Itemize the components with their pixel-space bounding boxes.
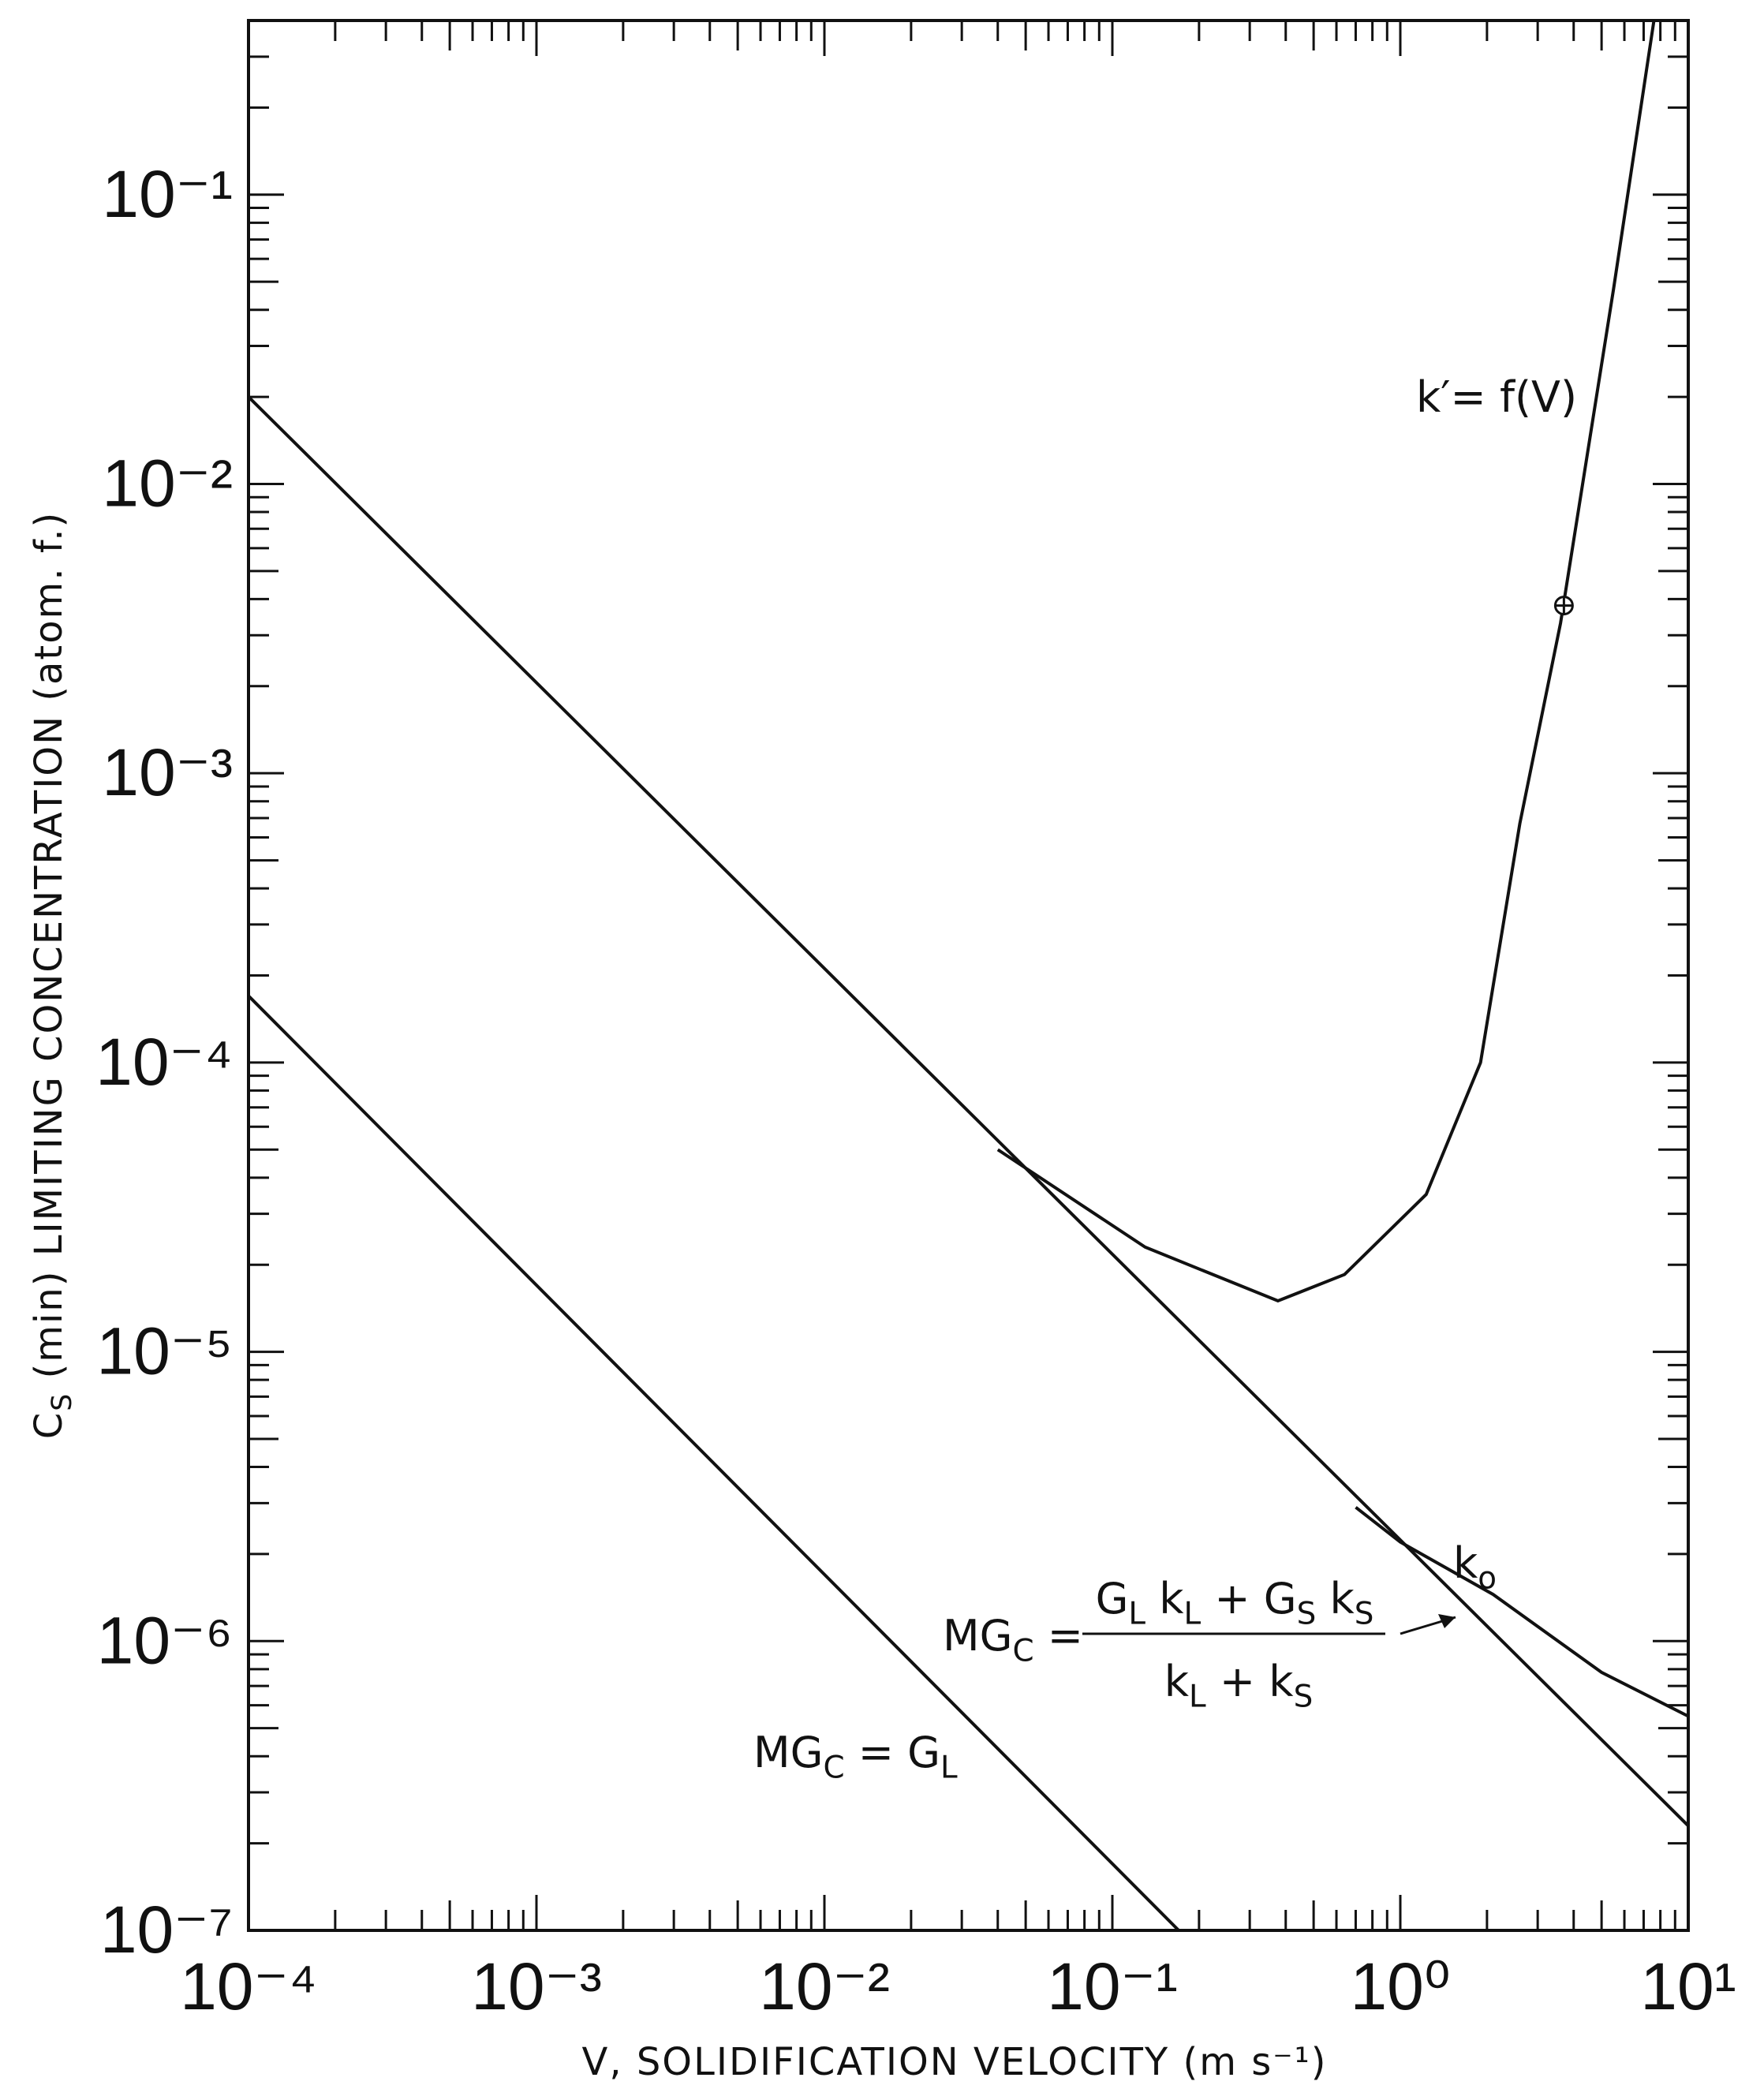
text-part: MG	[943, 1611, 1012, 1661]
line	[1355, 1506, 1689, 1718]
x-tick-label: 10⁰	[1350, 1949, 1450, 2023]
text-part: S	[47, 1392, 78, 1411]
arrow-head	[1438, 1614, 1456, 1628]
y-tick-label: 10⁻¹	[102, 157, 233, 231]
annotation: MGC = GL	[753, 1728, 958, 1786]
y-tick-label: 10⁻⁴	[95, 1025, 233, 1099]
text-part: G	[1096, 1574, 1129, 1624]
annotation: ko	[1453, 1538, 1497, 1597]
x-tick-label: 10¹	[1640, 1949, 1736, 2023]
x-tick-label: 10⁻¹	[1047, 1949, 1178, 2023]
text-part: =	[1034, 1611, 1083, 1661]
y-axis-label: CS (min) LIMITING CONCENTRATION (atom. f…	[27, 511, 78, 1439]
text-part: + k	[1206, 1657, 1295, 1706]
y-tick-label: 10⁻⁵	[96, 1314, 233, 1388]
text-part: k	[1164, 1657, 1190, 1706]
text-part: S	[1294, 1680, 1314, 1715]
y-tick-label: 10⁻³	[102, 735, 233, 809]
line	[247, 994, 1180, 1932]
text-part: k	[1316, 1574, 1355, 1624]
text-part: S	[1297, 1597, 1317, 1632]
annotation: GL kL + GS kS	[1096, 1574, 1374, 1632]
marker	[1553, 596, 1574, 616]
y-tick-label: 10⁻⁶	[97, 1603, 233, 1677]
text-part: k	[1145, 1574, 1184, 1624]
text-part: L	[940, 1751, 958, 1786]
annotation: k′= f(V)	[1416, 372, 1577, 422]
text-part: C	[27, 1411, 71, 1440]
text-part: + G	[1201, 1574, 1296, 1624]
marker-cross	[1555, 596, 1573, 615]
text-part: = G	[845, 1728, 940, 1777]
x-tick-label: 10⁻²	[759, 1949, 890, 2023]
text-part: MG	[753, 1728, 823, 1777]
y-tick-label: 10⁻²	[102, 446, 233, 520]
text-part: C	[1012, 1634, 1033, 1669]
line	[996, 20, 1656, 1303]
text-part: L	[1189, 1680, 1206, 1715]
plot-frame	[247, 19, 1690, 1932]
text-part: S	[1355, 1597, 1374, 1632]
text-part: C	[823, 1751, 844, 1786]
text-part: (min) LIMITING CONCENTRATION (atom. f.)	[27, 511, 71, 1392]
y-tick-label: 10⁻⁷	[100, 1893, 233, 1967]
x-tick-label: 10⁻³	[471, 1949, 602, 2023]
text-part: L	[1128, 1597, 1145, 1632]
x-axis-label: V, SOLIDIFICATION VELOCITY (m s⁻¹)	[581, 2040, 1327, 2084]
line	[247, 395, 1690, 1827]
annotation: MGC =	[943, 1611, 1083, 1669]
annotation: kL + kS	[1164, 1657, 1314, 1715]
text-part: L	[1184, 1597, 1202, 1632]
x-tick-label: 10⁻⁴	[180, 1949, 317, 2023]
